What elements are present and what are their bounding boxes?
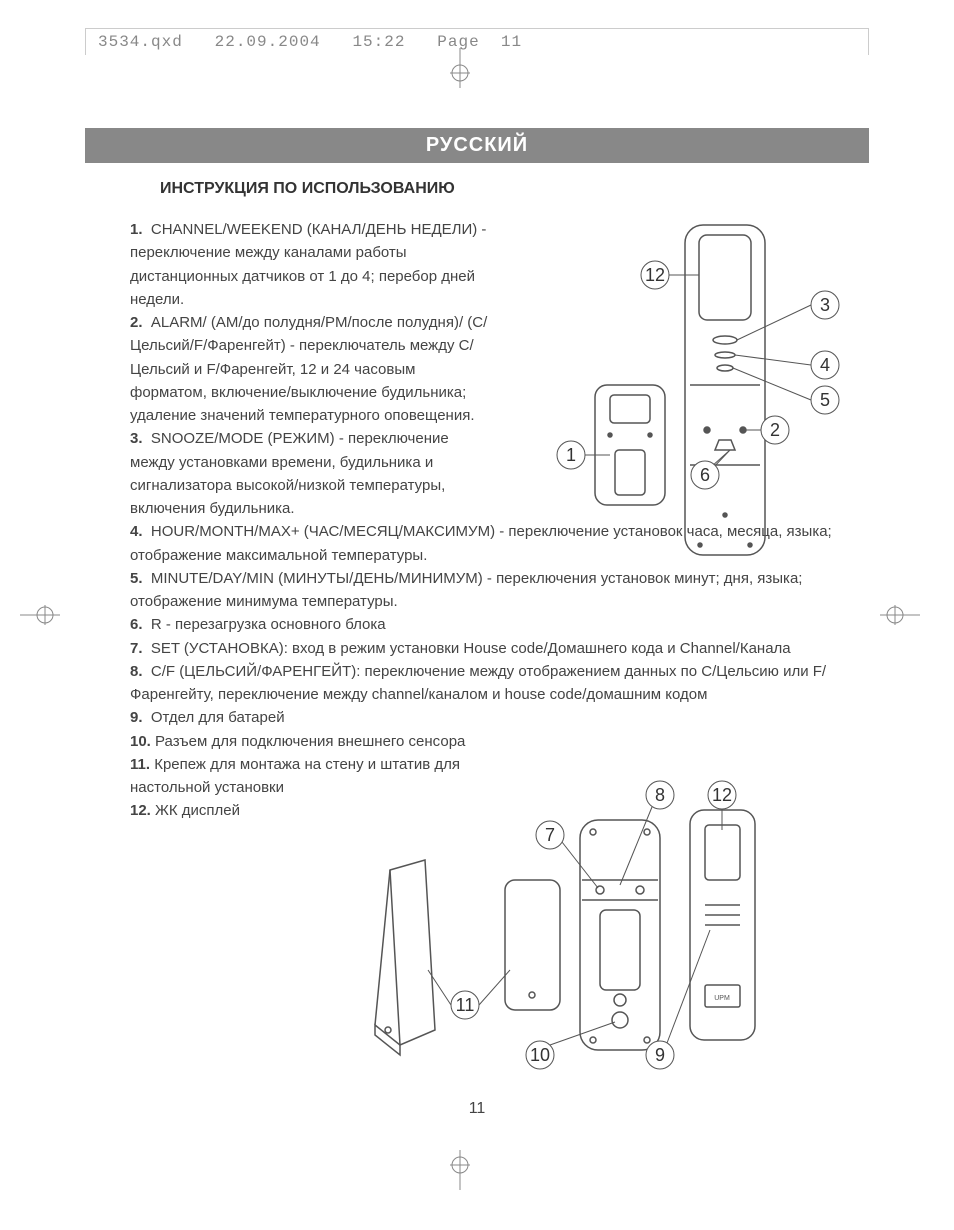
item-text: ALARM/ (AM/до полудня/PM/после полудня)/… [130, 314, 487, 424]
svg-text:UPM: UPM [714, 995, 730, 1002]
device-diagram-top: 12 3 4 5 2 1 [555, 215, 855, 575]
item-number: 3. [130, 430, 143, 447]
item-number: 10. [130, 733, 151, 750]
callout-11: 11 [456, 995, 475, 1015]
item-number: 9. [130, 709, 143, 726]
callout-4: 4 [820, 355, 830, 375]
callout-7: 7 [545, 825, 555, 845]
list-item: 1. CHANNEL/WEEKEND (КАНАЛ/ДЕНЬ НЕДЕЛИ) -… [130, 218, 490, 311]
item-number: 12. [130, 802, 151, 819]
list-item: 3. SNOOZE/MODE (РЕЖИМ) - переключение ме… [130, 427, 490, 520]
callout-12b: 12 [712, 785, 732, 805]
callout-1: 1 [566, 445, 576, 465]
section-heading: ИНСТРУКЦИЯ ПО ИСПОЛЬЗОВАНИЮ [160, 180, 854, 198]
page-number: 11 [0, 1100, 954, 1118]
callout-2: 2 [770, 420, 780, 440]
item-text: MINUTE/DAY/MIN (МИНУТЫ/ДЕНЬ/МИНИМУМ) - п… [130, 570, 802, 610]
item-number: 11. [130, 756, 150, 773]
callout-12: 12 [645, 265, 665, 285]
item-text: Разъем для подключения внешнего сенсора [155, 733, 465, 750]
item-text: ЖК дисплей [155, 802, 240, 819]
callout-8: 8 [655, 785, 665, 805]
item-number: 8. [130, 663, 143, 680]
item-text: SET (УСТАНОВКА): вход в режим установки … [151, 640, 791, 657]
item-text: C/F (ЦЕЛЬСИЙ/ФАРЕНГЕЙТ): переключение ме… [130, 663, 826, 703]
header-time: 15:22 [352, 33, 405, 51]
item-text: R - перезагрузка основного блока [151, 616, 386, 633]
registration-mark-right [880, 595, 920, 635]
language-title: РУССКИЙ [426, 134, 528, 156]
callout-3: 3 [820, 295, 830, 315]
header-date: 22.09.2004 [215, 33, 321, 51]
registration-mark-bottom [440, 1150, 480, 1190]
list-item: 8. C/F (ЦЕЛЬСИЙ/ФАРЕНГЕЙТ): переключение… [130, 660, 854, 707]
list-item: 6. R - перезагрузка основного блока [130, 613, 854, 636]
header-page-num: 11 [501, 33, 522, 51]
callout-10: 10 [530, 1045, 550, 1065]
item-number: 2. [130, 314, 143, 331]
callout-9: 9 [655, 1045, 665, 1065]
list-item: 2. ALARM/ (AM/до полудня/PM/после полудн… [130, 311, 490, 427]
language-title-bar: РУССКИЙ [85, 128, 869, 163]
item-number: 7. [130, 640, 143, 657]
item-number: 6. [130, 616, 143, 633]
item-number: 1. [130, 221, 143, 238]
callout-5: 5 [820, 390, 830, 410]
item-text: Отдел для батарей [151, 709, 285, 726]
device-diagram-bottom: UPM 8 12 7 11 10 9 [350, 770, 830, 1080]
header-filename: 3534.qxd [98, 33, 183, 51]
list-item: 10. Разъем для подключения внешнего сенс… [130, 730, 854, 753]
list-item: 9. Отдел для батарей [130, 706, 854, 729]
item-text: SNOOZE/MODE (РЕЖИМ) - переключение между… [130, 430, 449, 517]
item-number: 5. [130, 570, 143, 587]
list-item: 7. SET (УСТАНОВКА): вход в режим установ… [130, 637, 854, 660]
item-number: 4. [130, 523, 143, 540]
item-text: CHANNEL/WEEKEND (КАНАЛ/ДЕНЬ НЕДЕЛИ) - пе… [130, 221, 486, 308]
registration-mark-left [20, 595, 60, 635]
registration-mark-top [440, 48, 480, 88]
